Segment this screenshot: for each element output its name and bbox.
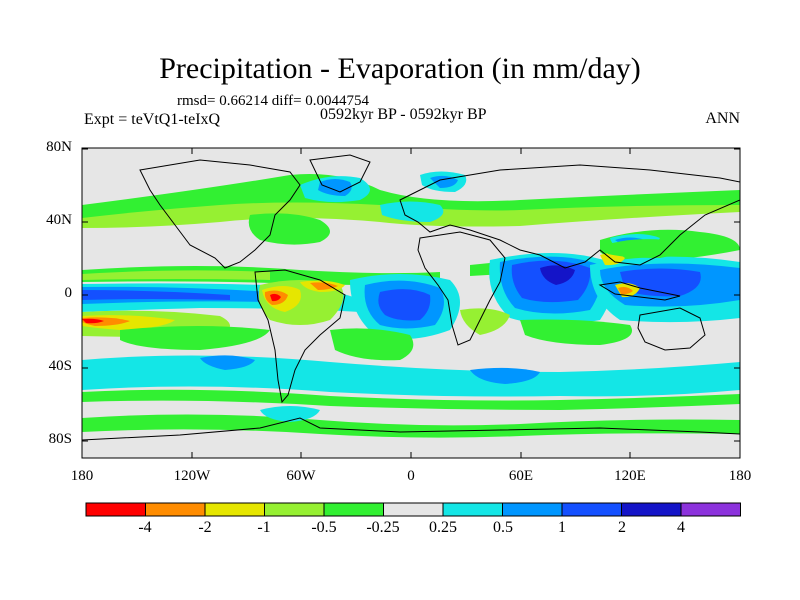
- colorbar-label: -4: [138, 519, 152, 536]
- coastline-indonesia: [598, 281, 681, 301]
- contour-region: [318, 179, 352, 196]
- lon-label-60e: 60E: [508, 468, 534, 484]
- coastline-africa: [417, 231, 506, 346]
- colorbar-label: -0.25: [366, 519, 400, 536]
- lat-label-40n: 40N: [46, 212, 72, 228]
- colorbar-box: [561, 502, 622, 517]
- colorbar-label: -2: [198, 519, 212, 536]
- season-label: ANN: [705, 110, 740, 127]
- colorbar: [85, 502, 741, 517]
- colorbar-box: [502, 502, 563, 517]
- lat-label-80s: 80S: [48, 431, 72, 447]
- contour-region: [330, 328, 414, 361]
- colorbar-label: 0.25: [429, 519, 457, 536]
- contour-region: [82, 414, 740, 438]
- contour-region: [120, 326, 270, 350]
- contour-region: [82, 389, 740, 410]
- lat-ticks: [82, 148, 740, 442]
- colorbar-label: 0.5: [493, 519, 513, 536]
- contour-region: [82, 318, 104, 324]
- coastline-greenland: [309, 154, 371, 193]
- contour-region: [460, 308, 510, 335]
- lon-label-120w: 120W: [173, 468, 211, 484]
- lat-label-40s: 40S: [48, 358, 72, 374]
- coastline-eurasia: [399, 164, 740, 269]
- colorbar-box: [442, 502, 503, 517]
- colorbar-label: 2: [618, 519, 626, 536]
- contour-region: [620, 268, 701, 297]
- contour-region: [270, 293, 281, 302]
- contour-region: [380, 201, 444, 222]
- colorbar-box: [323, 502, 384, 517]
- contour-region: [540, 265, 575, 285]
- colorbar-box: [145, 502, 206, 517]
- contour-region: [605, 239, 683, 258]
- contour-region: [82, 290, 230, 300]
- contour-region: [310, 282, 338, 290]
- contour-region: [520, 319, 632, 345]
- lat-label-0: 0: [64, 285, 73, 301]
- lon-label-180w: 180: [70, 468, 94, 484]
- colorbar-box: [680, 502, 741, 517]
- map-title: Precipitation - Evaporation (in mm/day): [159, 52, 641, 85]
- contour-region: [200, 355, 255, 370]
- contour-region: [618, 287, 633, 295]
- coastline-north-america: [139, 159, 301, 269]
- lon-label-120e: 120E: [614, 468, 646, 484]
- coastlines: [82, 154, 740, 441]
- lon-label-0: 0: [407, 468, 415, 484]
- colorbar-box: [383, 502, 444, 517]
- lon-label-180e: 180: [728, 468, 752, 484]
- contour-field: [82, 171, 740, 438]
- colorbar-label: 4: [677, 519, 685, 536]
- colorbar-label: -1: [257, 519, 271, 536]
- colorbar-box: [621, 502, 682, 517]
- colorbar-box: [204, 502, 265, 517]
- coastline-australia: [637, 307, 706, 351]
- contour-region: [248, 213, 330, 245]
- stats-line: rmsd= 0.66214 diff= 0.0044754: [177, 93, 370, 109]
- coastline-antarctica: [82, 417, 740, 441]
- contour-region: [430, 175, 458, 188]
- colorbar-label: -0.5: [311, 519, 337, 536]
- experiment-label: Expt = teVtQ1-teIxQ: [84, 111, 221, 128]
- colorbar-label: 1: [558, 519, 566, 536]
- period-label: 0592kyr BP - 0592kyr BP: [320, 106, 487, 123]
- lon-ticks: [191, 148, 631, 458]
- contour-region: [470, 367, 540, 384]
- contour-region: [378, 289, 431, 321]
- colorbar-box: [85, 502, 146, 517]
- coastline-south-america: [254, 269, 346, 404]
- colorbar-box: [264, 502, 325, 517]
- lat-label-80n: 80N: [46, 139, 72, 155]
- contour-region: [82, 270, 270, 280]
- contour-region: [260, 406, 320, 422]
- lon-label-60w: 60W: [286, 468, 316, 484]
